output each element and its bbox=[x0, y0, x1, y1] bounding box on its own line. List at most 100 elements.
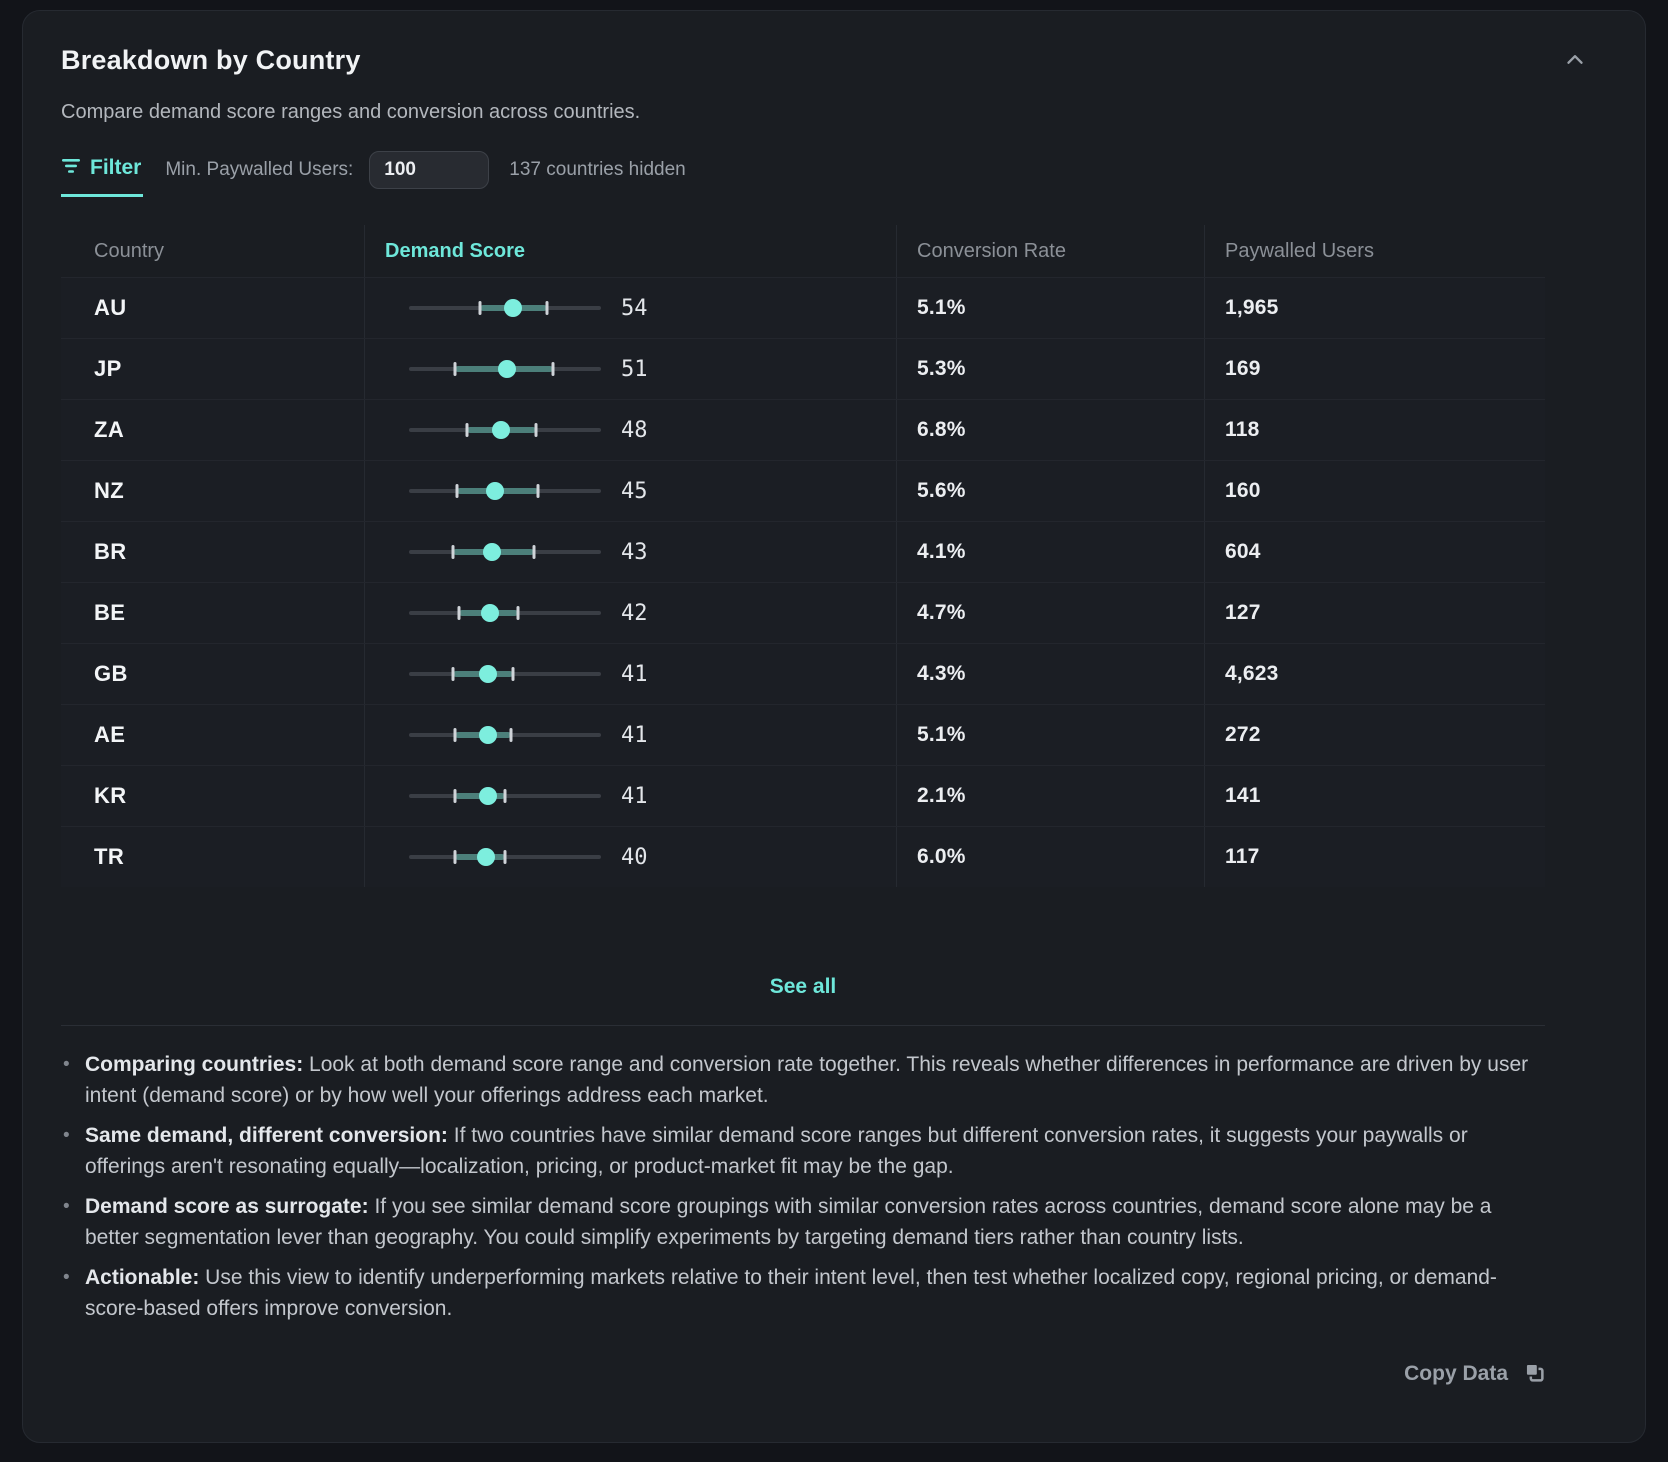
range-median-dot bbox=[503, 299, 522, 317]
hidden-countries-note: 137 countries hidden bbox=[509, 159, 686, 180]
demand-score-value: 48 bbox=[621, 417, 648, 443]
column-header-paywalled-users[interactable]: Paywalled Users bbox=[1204, 225, 1545, 277]
note-lead: Comparing countries: bbox=[85, 1053, 304, 1076]
range-high-tick bbox=[532, 545, 536, 559]
demand-score-value: 54 bbox=[621, 295, 648, 321]
table-row[interactable]: KR 41 2.1% 141 bbox=[61, 765, 1545, 826]
range-median-dot bbox=[497, 360, 516, 378]
table-header-row: Country Demand Score Conversion Rate Pay… bbox=[61, 225, 1545, 277]
table-row[interactable]: BE 42 4.7% 127 bbox=[61, 582, 1545, 643]
table-body: AU 54 5.1% 1,965 JP 51 5.3% bbox=[61, 277, 1545, 887]
range-low-tick bbox=[453, 789, 457, 803]
range-low-tick bbox=[478, 301, 482, 315]
range-high-tick bbox=[503, 850, 507, 864]
range-low-tick bbox=[451, 667, 455, 681]
conversion-rate-value: 5.1% bbox=[917, 296, 966, 319]
column-header-demand-score[interactable]: Demand Score bbox=[364, 225, 896, 277]
demand-score-range bbox=[409, 543, 601, 561]
column-header-conversion-rate[interactable]: Conversion Rate bbox=[896, 225, 1204, 277]
country-code: JP bbox=[94, 356, 122, 381]
range-median-dot bbox=[478, 787, 497, 805]
note-item: Comparing countries: Look at both demand… bbox=[61, 1049, 1545, 1111]
note-item: Actionable: Use this view to identify un… bbox=[61, 1262, 1545, 1324]
conversion-rate-value: 2.1% bbox=[917, 784, 966, 807]
insight-notes: Comparing countries: Look at both demand… bbox=[61, 1049, 1545, 1324]
country-code: KR bbox=[94, 783, 127, 808]
demand-score-range bbox=[409, 848, 601, 866]
table-row[interactable]: GB 41 4.3% 4,623 bbox=[61, 643, 1545, 704]
demand-score-value: 45 bbox=[621, 478, 648, 504]
table-row[interactable]: AE 41 5.1% 272 bbox=[61, 704, 1545, 765]
conversion-rate-value: 4.7% bbox=[917, 601, 966, 624]
country-code: GB bbox=[94, 661, 128, 686]
copy-data-label: Copy Data bbox=[1404, 1362, 1508, 1385]
range-high-tick bbox=[516, 606, 520, 620]
demand-score-range bbox=[409, 665, 601, 683]
country-code: AE bbox=[94, 722, 126, 747]
range-median-dot bbox=[476, 848, 495, 866]
conversion-rate-value: 4.3% bbox=[917, 662, 966, 685]
country-code: AU bbox=[94, 295, 127, 320]
range-low-tick bbox=[457, 606, 461, 620]
copy-icon bbox=[1524, 1362, 1545, 1386]
column-header-country[interactable]: Country bbox=[94, 239, 165, 262]
demand-score-value: 51 bbox=[621, 356, 648, 382]
copy-data-button[interactable]: Copy Data bbox=[1404, 1362, 1545, 1386]
country-code: NZ bbox=[94, 478, 125, 503]
note-item: Same demand, different conversion: If tw… bbox=[61, 1120, 1545, 1182]
table-row[interactable]: BR 43 4.1% 604 bbox=[61, 521, 1545, 582]
country-code: ZA bbox=[94, 417, 125, 442]
range-median-dot bbox=[482, 543, 501, 561]
range-low-tick bbox=[455, 484, 459, 498]
range-low-tick bbox=[453, 362, 457, 376]
breakdown-card: Breakdown by Country Compare demand scor… bbox=[22, 10, 1646, 1443]
section-divider bbox=[61, 1025, 1545, 1026]
table-row[interactable]: JP 51 5.3% 169 bbox=[61, 338, 1545, 399]
demand-score-range bbox=[409, 604, 601, 622]
conversion-rate-value: 5.1% bbox=[917, 723, 966, 746]
demand-score-value: 43 bbox=[621, 539, 648, 565]
range-low-tick bbox=[451, 545, 455, 559]
demand-score-value: 41 bbox=[621, 722, 648, 748]
range-low-tick bbox=[453, 728, 457, 742]
see-all-wrap: See all bbox=[61, 887, 1545, 1025]
conversion-rate-value: 4.1% bbox=[917, 540, 966, 563]
paywalled-users-value: 1,965 bbox=[1225, 296, 1279, 319]
range-high-tick bbox=[511, 667, 515, 681]
demand-score-range bbox=[409, 482, 601, 500]
country-code: TR bbox=[94, 844, 125, 869]
note-lead: Demand score as surrogate: bbox=[85, 1195, 369, 1218]
paywalled-users-value: 160 bbox=[1225, 479, 1261, 502]
table-row[interactable]: TR 40 6.0% 117 bbox=[61, 826, 1545, 887]
table-row[interactable]: AU 54 5.1% 1,965 bbox=[61, 277, 1545, 338]
range-high-tick bbox=[503, 789, 507, 803]
collapse-button[interactable] bbox=[1561, 47, 1589, 76]
see-all-button[interactable]: See all bbox=[769, 975, 837, 998]
conversion-rate-value: 5.6% bbox=[917, 479, 966, 502]
table-row[interactable]: NZ 45 5.6% 160 bbox=[61, 460, 1545, 521]
demand-score-value: 40 bbox=[621, 844, 648, 870]
filter-tab[interactable]: Filter bbox=[61, 151, 144, 197]
min-paywalled-input[interactable] bbox=[369, 151, 490, 189]
range-median-dot bbox=[480, 604, 499, 622]
range-high-tick bbox=[534, 423, 538, 437]
min-paywalled-label: Min. Paywalled Users: bbox=[165, 159, 354, 180]
paywalled-users-value: 118 bbox=[1225, 418, 1260, 441]
note-body: If you see similar demand score grouping… bbox=[85, 1195, 1492, 1249]
paywalled-users-value: 127 bbox=[1225, 601, 1261, 624]
table-row[interactable]: ZA 48 6.8% 118 bbox=[61, 399, 1545, 460]
subtitle: Compare demand score ranges and conversi… bbox=[61, 101, 641, 123]
note-lead: Same demand, different conversion: bbox=[85, 1124, 448, 1147]
demand-score-range bbox=[409, 299, 601, 317]
filter-row: Filter Min. Paywalled Users: 137 countri… bbox=[61, 151, 1607, 197]
range-high-tick bbox=[551, 362, 555, 376]
range-median-dot bbox=[486, 482, 505, 500]
range-high-tick bbox=[509, 728, 513, 742]
note-lead: Actionable: bbox=[85, 1266, 200, 1289]
range-median-dot bbox=[478, 665, 497, 683]
paywalled-users-value: 169 bbox=[1225, 357, 1261, 380]
range-low-tick bbox=[465, 423, 469, 437]
page-title: Breakdown by Country bbox=[61, 45, 361, 75]
conversion-rate-value: 5.3% bbox=[917, 357, 966, 380]
filter-icon bbox=[61, 157, 81, 178]
